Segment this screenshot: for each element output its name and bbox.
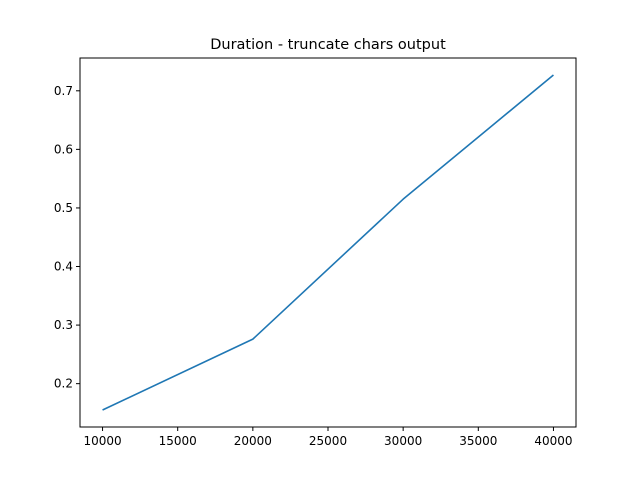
plot-area xyxy=(79,57,577,428)
x-tick-label: 20000 xyxy=(234,434,272,448)
x-tick-label: 10000 xyxy=(83,434,121,448)
x-tick-label: 35000 xyxy=(459,434,497,448)
series-layer xyxy=(102,74,554,411)
y-tick-label: 0.7 xyxy=(54,84,73,98)
x-tick-label: 25000 xyxy=(309,434,347,448)
y-tick-label: 0.6 xyxy=(54,142,73,156)
y-tick-label: 0.2 xyxy=(54,377,73,391)
chart-title: Duration - truncate chars output xyxy=(210,37,446,53)
x-axis: 10000 15000 20000 25000 30000 35000 40000 xyxy=(83,427,573,448)
series-line xyxy=(102,74,554,411)
x-tick-label: 15000 xyxy=(159,434,197,448)
y-tick-label: 0.5 xyxy=(54,201,73,215)
y-tick-label: 0.4 xyxy=(54,260,73,274)
y-tick-label: 0.3 xyxy=(54,318,73,332)
x-tick-label: 40000 xyxy=(534,434,572,448)
x-tick-label: 30000 xyxy=(384,434,422,448)
y-axis: 0.2 0.3 0.4 0.5 0.6 0.7 xyxy=(54,84,80,391)
